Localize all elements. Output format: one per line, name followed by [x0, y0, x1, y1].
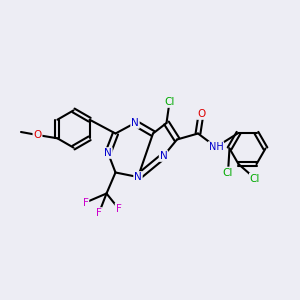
Text: F: F: [96, 208, 102, 218]
Text: NH: NH: [208, 142, 224, 152]
Text: F: F: [82, 197, 88, 208]
Text: F: F: [116, 203, 122, 214]
Text: N: N: [104, 148, 112, 158]
Text: N: N: [131, 118, 139, 128]
Text: Cl: Cl: [164, 97, 175, 107]
Text: O: O: [33, 130, 42, 140]
Text: Cl: Cl: [250, 173, 260, 184]
Text: N: N: [134, 172, 142, 182]
Text: Cl: Cl: [223, 167, 233, 178]
Text: N: N: [160, 151, 167, 161]
Text: O: O: [197, 109, 205, 119]
